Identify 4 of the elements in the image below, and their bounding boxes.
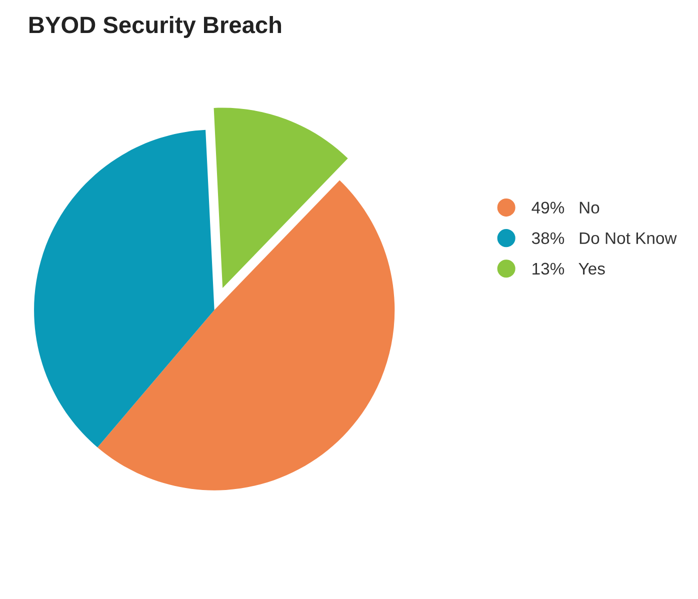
legend-label: 13% Yes (532, 262, 605, 275)
legend-label: 38% Do Not Know (532, 232, 677, 244)
legend-label: 49% No (532, 202, 600, 214)
chart-title: BYOD Security Breach (30, 16, 282, 38)
